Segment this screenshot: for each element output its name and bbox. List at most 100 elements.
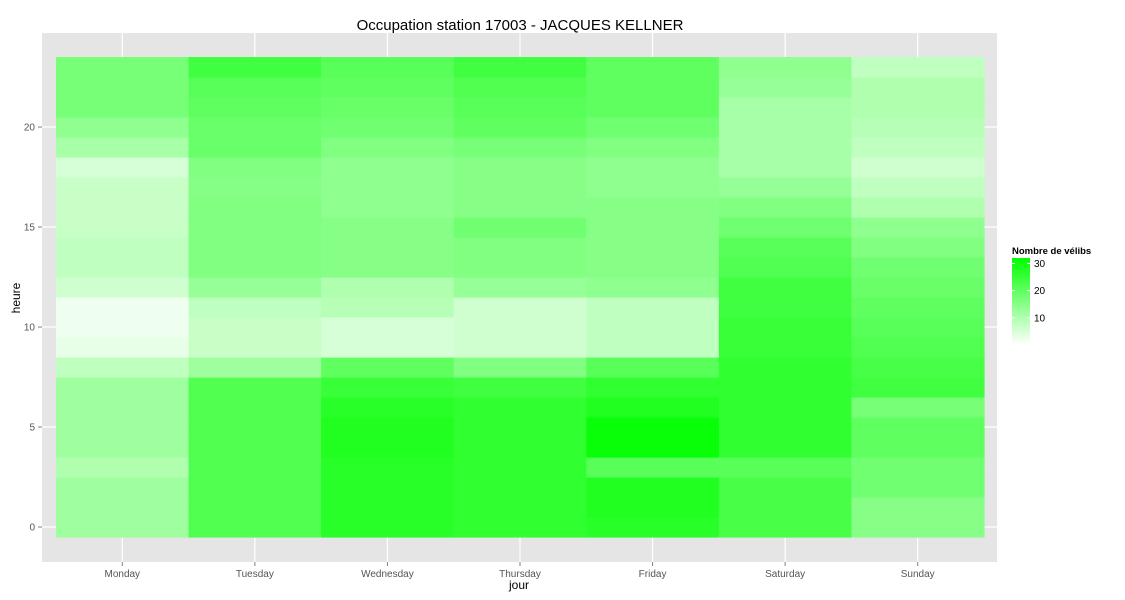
tile-thursday-h17 — [453, 177, 587, 198]
tile-sunday-h18 — [851, 157, 985, 178]
tile-wednesday-h2 — [321, 477, 455, 498]
tile-friday-h15 — [586, 217, 720, 238]
tile-saturday-h8 — [718, 357, 853, 378]
tile-tuesday-h0 — [188, 517, 322, 538]
x-axis-ticks: Monday Tuesday Wednesday Thursday Friday Satu… — [104, 562, 935, 580]
legend-ticks: 10 20 30 — [1012, 259, 1046, 324]
tile-wednesday-h1 — [321, 497, 455, 518]
tile-tuesday-h21 — [188, 97, 322, 118]
tile-tuesday-h13 — [188, 257, 322, 278]
tile-friday-h7 — [586, 377, 720, 398]
tile-friday-h11 — [586, 297, 720, 318]
tile-saturday-h1 — [718, 497, 853, 518]
tile-saturday-h9 — [718, 337, 853, 358]
y-tick-label-15: 15 — [24, 223, 36, 234]
tile-friday-h12 — [586, 277, 720, 298]
x-tick-label-wednesday: Wednesday — [361, 569, 414, 580]
legend-tick-label-10: 10 — [1034, 313, 1046, 324]
tile-tuesday-h19 — [188, 137, 322, 158]
tile-monday-h15 — [56, 217, 190, 238]
tile-monday-h19 — [56, 137, 190, 158]
tile-sunday-h21 — [851, 97, 985, 118]
tile-sunday-h0 — [851, 517, 985, 538]
tile-tuesday-h7 — [188, 377, 322, 398]
tile-thursday-h10 — [453, 317, 587, 338]
tile-wednesday-h20 — [321, 117, 455, 138]
tile-monday-h14 — [56, 237, 190, 258]
legend-colorbar — [1012, 258, 1030, 345]
tile-saturday-h6 — [718, 397, 853, 418]
tile-wednesday-h11 — [321, 297, 455, 318]
tile-saturday-h23 — [718, 57, 853, 78]
tile-monday-h22 — [56, 77, 190, 98]
tile-monday-h8 — [56, 357, 190, 378]
tile-friday-h0 — [586, 517, 720, 538]
tile-thursday-h2 — [453, 477, 587, 498]
tile-friday-h8 — [586, 357, 720, 378]
legend-title: Nombre de vélibs — [1012, 246, 1091, 257]
tile-sunday-h3 — [851, 457, 985, 478]
tile-monday-h6 — [56, 397, 190, 418]
chart-title: Occupation station 17003 - JACQUES KELLN… — [357, 17, 684, 34]
tile-saturday-h7 — [718, 377, 853, 398]
tile-saturday-h2 — [718, 477, 853, 498]
tile-thursday-h13 — [453, 257, 587, 278]
y-tick-label-10: 10 — [24, 323, 36, 334]
tile-saturday-h12 — [718, 277, 853, 298]
tile-thursday-h22 — [453, 77, 587, 98]
tile-monday-h3 — [56, 457, 190, 478]
y-tick-label-5: 5 — [29, 423, 35, 434]
tile-monday-h10 — [56, 317, 190, 338]
tile-thursday-h7 — [453, 377, 587, 398]
tile-friday-h22 — [586, 77, 720, 98]
tile-thursday-h1 — [453, 497, 587, 518]
tile-tuesday-h1 — [188, 497, 322, 518]
tile-wednesday-h18 — [321, 157, 455, 178]
tile-tuesday-h4 — [188, 437, 322, 458]
tile-friday-h4 — [586, 437, 720, 458]
tile-sunday-h20 — [851, 117, 985, 138]
tile-tuesday-h12 — [188, 277, 322, 298]
tile-friday-h3 — [586, 457, 720, 478]
tile-wednesday-h16 — [321, 197, 455, 218]
tile-tuesday-h17 — [188, 177, 322, 198]
tile-monday-h1 — [56, 497, 190, 518]
tile-thursday-h19 — [453, 137, 587, 158]
tile-tuesday-h11 — [188, 297, 322, 318]
tile-tuesday-h23 — [188, 57, 322, 78]
tile-saturday-h17 — [718, 177, 853, 198]
tile-saturday-h20 — [718, 117, 853, 138]
tile-sunday-h7 — [851, 377, 985, 398]
tile-friday-h16 — [586, 197, 720, 218]
tile-tuesday-h9 — [188, 337, 322, 358]
tile-wednesday-h22 — [321, 77, 455, 98]
heatmap-tiles — [56, 57, 985, 538]
tile-sunday-h17 — [851, 177, 985, 198]
tile-wednesday-h10 — [321, 317, 455, 338]
tile-saturday-h14 — [718, 237, 853, 258]
tile-wednesday-h7 — [321, 377, 455, 398]
tile-tuesday-h3 — [188, 457, 322, 478]
tile-friday-h5 — [586, 417, 720, 438]
tile-saturday-h21 — [718, 97, 853, 118]
x-tick-label-sunday: Sunday — [901, 569, 935, 580]
tile-wednesday-h17 — [321, 177, 455, 198]
tile-friday-h1 — [586, 497, 720, 518]
tile-monday-h4 — [56, 437, 190, 458]
tile-saturday-h5 — [718, 417, 853, 438]
tile-monday-h9 — [56, 337, 190, 358]
y-tick-label-0: 0 — [29, 523, 35, 534]
tile-saturday-h10 — [718, 317, 853, 338]
tile-thursday-h6 — [453, 397, 587, 418]
tile-friday-h13 — [586, 257, 720, 278]
tile-saturday-h22 — [718, 77, 853, 98]
tile-saturday-h18 — [718, 157, 853, 178]
tile-friday-h21 — [586, 97, 720, 118]
tile-thursday-h11 — [453, 297, 587, 318]
tile-wednesday-h6 — [321, 397, 455, 418]
tile-sunday-h4 — [851, 437, 985, 458]
tile-monday-h7 — [56, 377, 190, 398]
tile-sunday-h16 — [851, 197, 985, 218]
y-tick-label-20: 20 — [24, 123, 36, 134]
